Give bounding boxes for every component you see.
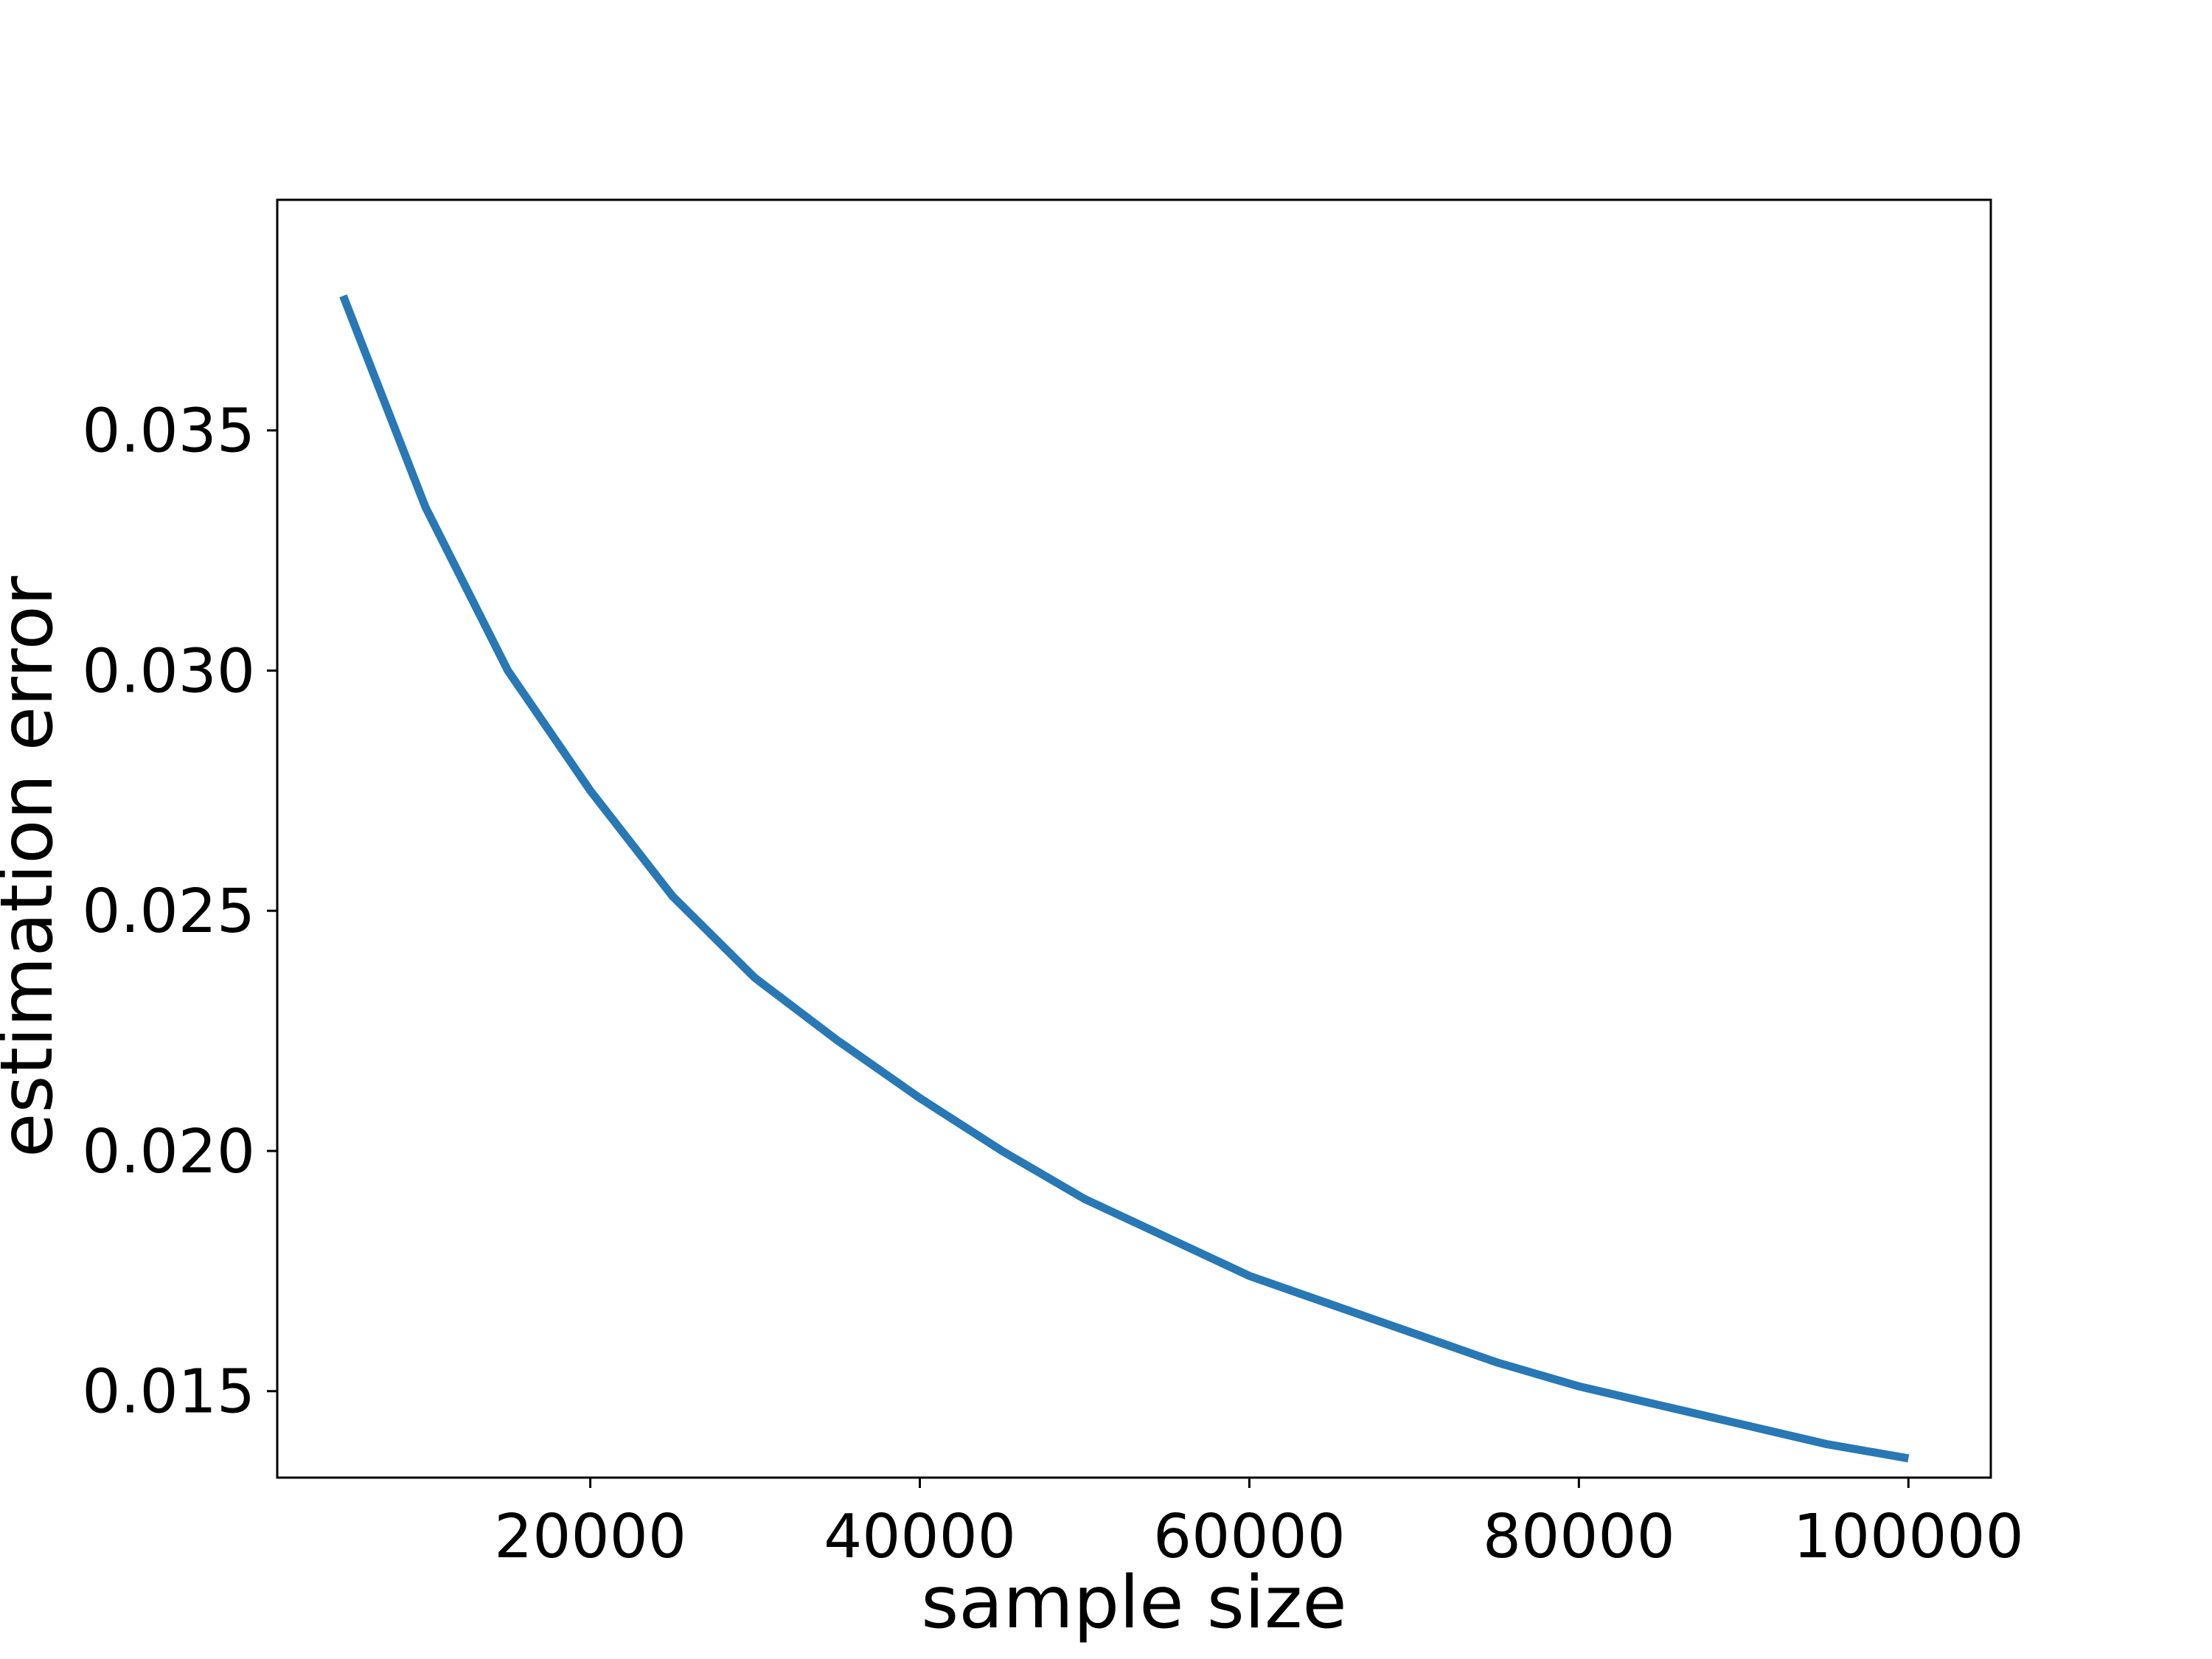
y-tick-label: 0.030: [82, 636, 255, 706]
series-line-1: [339, 294, 1910, 1463]
x-tick-label: 100000: [1793, 1502, 2024, 1572]
axes-frame: [276, 198, 1992, 1479]
y-tick-label: 0.025: [82, 877, 255, 947]
x-tick-label: 40000: [824, 1502, 1016, 1572]
x-tick-label: 60000: [1153, 1502, 1346, 1572]
x-axis-label: sample size: [921, 1561, 1346, 1645]
y-axis: 0.015 0.020 0.025 0.030 0.035: [82, 397, 277, 1427]
plot-area: [339, 294, 1910, 1463]
y-axis-label: estimation error: [0, 575, 69, 1157]
x-tick-label: 20000: [494, 1502, 686, 1572]
x-axis: 20000 40000 60000 80000 100000: [494, 1478, 2024, 1572]
y-tick-label: 0.035: [82, 397, 255, 467]
y-tick-label: 0.015: [82, 1357, 255, 1427]
x-tick-label: 80000: [1483, 1502, 1675, 1572]
y-tick-label: 0.020: [82, 1117, 255, 1187]
